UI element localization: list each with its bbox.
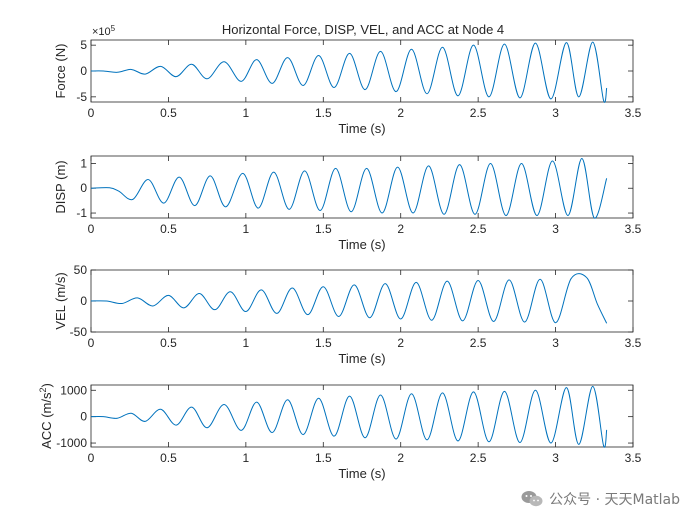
x-tick-label: 0 <box>88 451 95 465</box>
x-tick-label: 0 <box>88 106 95 120</box>
wechat-icon <box>521 491 543 507</box>
x-tick-label: 1 <box>243 222 250 236</box>
y-axis-label-superscript: 2 <box>38 387 48 392</box>
x-tick-label: 2 <box>397 336 404 350</box>
x-axis-label: Time (s) <box>338 466 385 481</box>
x-tick-label: 1 <box>243 106 250 120</box>
x-tick-label: 2.5 <box>470 336 487 350</box>
x-tick-label: 2.5 <box>470 222 487 236</box>
y-axis-exponent: ×105 <box>92 24 116 39</box>
y-tick-label: 1 <box>80 156 87 170</box>
watermark: 公众号 · 天天Matlab <box>521 489 680 509</box>
y-tick-label: 0 <box>80 181 87 195</box>
x-tick-label: 0 <box>88 222 95 236</box>
x-tick-label: 2.5 <box>470 106 487 120</box>
y-tick-label: -1000 <box>56 436 87 450</box>
series-line-disp <box>90 157 608 219</box>
x-tick-label: 0.5 <box>160 336 177 350</box>
x-axis-label: Time (s) <box>338 121 385 136</box>
x-tick-label: 0.5 <box>160 222 177 236</box>
x-tick-label: 2 <box>397 222 404 236</box>
x-tick-label: 0.5 <box>160 106 177 120</box>
y-axis-label: VEL (m/s) <box>53 272 68 329</box>
y-tick-label: 0 <box>80 64 87 78</box>
x-tick-label: 3 <box>552 451 559 465</box>
x-tick-label: 2.5 <box>470 451 487 465</box>
x-tick-label: 3 <box>552 106 559 120</box>
x-tick-label: 1 <box>243 336 250 350</box>
y-tick-label: 1000 <box>60 383 87 397</box>
x-tick-label: 3 <box>552 222 559 236</box>
x-tick-label: 1.5 <box>315 451 332 465</box>
y-tick-label: -50 <box>70 325 88 339</box>
x-tick-label: 1.5 <box>315 222 332 236</box>
y-tick-label: -5 <box>76 90 87 104</box>
y-axis-label: ACC (m/s2) <box>38 383 54 449</box>
x-tick-label: 3.5 <box>625 451 642 465</box>
x-tick-label: 3.5 <box>625 222 642 236</box>
x-tick-label: 0.5 <box>160 451 177 465</box>
x-tick-label: 1 <box>243 451 250 465</box>
x-tick-label: 3.5 <box>625 106 642 120</box>
y-axis-label-close: ) <box>39 383 54 387</box>
x-tick-label: 1.5 <box>315 336 332 350</box>
watermark-text: 公众号 · 天天Matlab <box>549 492 680 508</box>
x-tick-label: 2 <box>397 451 404 465</box>
y-axis-exponent-power: 5 <box>111 24 116 33</box>
figure-title: Horizontal Force, DISP, VEL, and ACC at … <box>222 22 504 37</box>
x-axis-label: Time (s) <box>338 351 385 366</box>
y-tick-label: 0 <box>80 294 87 308</box>
x-tick-label: 0 <box>88 336 95 350</box>
x-tick-label: 3.5 <box>625 336 642 350</box>
axes-box-acc <box>90 384 634 448</box>
x-tick-label: 2 <box>397 106 404 120</box>
axes-box-force <box>90 39 634 103</box>
x-axis-label: Time (s) <box>338 237 385 252</box>
y-tick-label: 0 <box>80 410 87 424</box>
x-tick-label: 1.5 <box>315 106 332 120</box>
y-tick-label: 5 <box>80 38 87 52</box>
y-tick-label: 50 <box>74 263 88 277</box>
series-line-force <box>90 41 608 103</box>
y-axis-label: DISP (m) <box>53 160 68 213</box>
y-axis-label: Force (N) <box>53 44 68 99</box>
series-line-vel <box>90 273 608 324</box>
axes-box-disp <box>90 155 634 219</box>
y-tick-label: -1 <box>76 206 87 220</box>
series-line-acc <box>90 385 608 448</box>
x-tick-label: 3 <box>552 336 559 350</box>
